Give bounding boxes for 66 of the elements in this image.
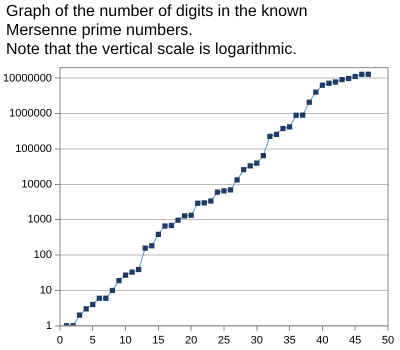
point	[260, 152, 266, 158]
x-tick-label: 0	[56, 334, 64, 346]
point	[202, 200, 207, 206]
point	[254, 160, 260, 166]
chart-subtitle: Note that the vertical scale is logarithmic.	[6, 40, 298, 59]
point	[234, 177, 240, 182]
point	[286, 124, 292, 130]
point	[300, 112, 306, 118]
point	[208, 198, 214, 204]
point	[195, 200, 200, 206]
point	[346, 76, 352, 82]
point	[188, 212, 194, 218]
point	[129, 269, 135, 275]
y-tick-label: 100000	[15, 143, 52, 156]
y-tick-label: 1000000	[9, 108, 52, 120]
point	[96, 296, 102, 301]
point	[90, 302, 96, 308]
x-tick-label: 25	[218, 334, 230, 346]
point	[162, 223, 168, 229]
y-tick-label: 10000	[21, 178, 52, 190]
x-tick-label: 45	[349, 334, 362, 346]
point	[306, 100, 312, 105]
point	[228, 187, 234, 192]
y-tick-label: 100	[34, 249, 52, 262]
point	[313, 89, 318, 95]
x-tick-label: 5	[90, 334, 96, 346]
point	[332, 79, 338, 85]
y-tick-label: 10	[40, 284, 52, 296]
point	[110, 288, 116, 294]
point	[103, 296, 108, 301]
point	[156, 232, 161, 237]
point	[267, 134, 273, 139]
point	[149, 243, 154, 248]
x-tick-label: 35	[283, 334, 296, 346]
point	[326, 80, 332, 86]
point	[142, 246, 148, 251]
point	[280, 126, 286, 132]
point	[366, 72, 371, 77]
x-tick-label: 30	[250, 334, 263, 346]
point	[339, 76, 345, 82]
point	[241, 167, 246, 172]
point	[359, 72, 364, 78]
point	[84, 306, 89, 312]
x-tick-label: 50	[382, 334, 394, 346]
point	[116, 278, 122, 284]
point	[248, 163, 253, 168]
point	[274, 132, 280, 137]
point	[77, 312, 82, 318]
point	[221, 188, 227, 194]
x-tick-label: 40	[316, 334, 329, 346]
y-tick-label: 1	[46, 320, 52, 332]
point	[294, 112, 299, 118]
point	[175, 218, 181, 223]
y-tick-label: 10000000	[2, 72, 52, 84]
x-tick-label: 15	[152, 334, 164, 346]
chart-title: Graph of the number of digits in the known Mersenne prime numbers.	[6, 2, 309, 40]
point	[352, 74, 358, 80]
x-tick-label: 10	[119, 334, 132, 346]
point	[182, 213, 188, 219]
point	[136, 266, 142, 272]
point	[122, 272, 128, 278]
point	[168, 222, 174, 228]
x-tick-label: 20	[185, 334, 198, 346]
y-tick-label: 1000	[27, 214, 52, 226]
point	[320, 82, 326, 88]
point	[214, 190, 220, 195]
